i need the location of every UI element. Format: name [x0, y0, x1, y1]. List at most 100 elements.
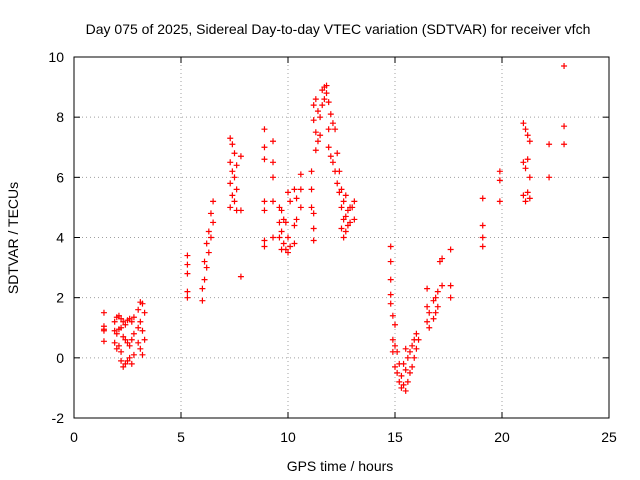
data-point: [207, 234, 214, 241]
data-point: [128, 360, 135, 367]
data-point: [479, 195, 486, 202]
data-point: [424, 318, 431, 325]
data-point: [120, 363, 127, 370]
data-point: [389, 312, 396, 319]
data-point: [237, 273, 244, 280]
data-point: [338, 225, 345, 232]
data-point: [280, 240, 287, 247]
data-point: [398, 384, 405, 391]
data-point: [426, 309, 433, 316]
data-point: [404, 378, 411, 385]
data-point: [227, 135, 234, 142]
data-point: [128, 336, 135, 343]
data-point: [293, 195, 300, 202]
data-point: [526, 174, 533, 181]
data-point: [297, 204, 304, 211]
data-point: [115, 312, 122, 319]
data-point: [141, 336, 148, 343]
data-point: [184, 252, 191, 259]
data-point: [424, 303, 431, 310]
data-point: [297, 186, 304, 193]
data-point: [432, 309, 439, 316]
data-point: [210, 219, 217, 226]
data-point: [520, 192, 527, 199]
data-point: [184, 270, 191, 277]
data-point: [526, 195, 533, 202]
data-point: [434, 288, 441, 295]
data-point: [351, 198, 358, 205]
data-point: [447, 246, 454, 253]
data-point: [389, 336, 396, 343]
data-point: [139, 300, 146, 307]
data-point: [237, 153, 244, 160]
data-point: [411, 354, 418, 361]
data-point: [233, 162, 240, 169]
data-point: [310, 237, 317, 244]
data-point: [310, 102, 317, 109]
data-point: [276, 204, 283, 211]
data-point: [312, 147, 319, 154]
data-point: [199, 285, 206, 292]
data-point: [387, 258, 394, 265]
data-point: [336, 168, 343, 175]
data-point: [261, 198, 268, 205]
data-point: [317, 114, 324, 121]
data-point: [479, 234, 486, 241]
data-point: [227, 180, 234, 187]
data-point: [387, 243, 394, 250]
data-point: [338, 204, 345, 211]
data-point: [285, 249, 291, 256]
data-point: [496, 198, 503, 205]
data-point: [130, 314, 137, 321]
x-tick-label: 5: [177, 429, 185, 445]
chart-title: Day 075 of 2025, Sidereal Day-to-day VTE…: [86, 21, 591, 37]
data-point: [392, 342, 398, 349]
data-point: [439, 282, 446, 289]
data-point: [415, 336, 422, 343]
data-point: [336, 189, 343, 196]
data-point: [329, 120, 336, 127]
data-point: [126, 342, 133, 349]
data-point: [184, 261, 191, 268]
data-point: [334, 180, 341, 187]
data-point: [261, 144, 268, 151]
data-point: [100, 327, 107, 334]
data-point: [270, 138, 277, 145]
data-point: [231, 150, 238, 157]
data-point: [205, 228, 212, 235]
data-point: [113, 330, 120, 337]
data-point: [130, 351, 137, 358]
data-point: [561, 141, 568, 148]
data-point: [118, 315, 125, 322]
data-point: [323, 90, 330, 97]
data-point: [137, 318, 144, 325]
data-point: [387, 276, 394, 283]
grid-lines: [74, 57, 609, 418]
data-point: [317, 132, 324, 139]
data-point: [261, 156, 268, 163]
data-point: [432, 294, 439, 301]
x-tick-label: 10: [280, 429, 296, 445]
data-point: [118, 357, 125, 364]
data-point: [184, 288, 191, 295]
data-point: [118, 348, 125, 355]
data-point: [199, 297, 206, 304]
data-points: [100, 63, 568, 394]
data-point: [400, 381, 407, 388]
data-point: [291, 240, 298, 247]
data-point: [314, 138, 321, 145]
data-point: [323, 82, 330, 89]
data-point: [139, 351, 146, 358]
data-point: [325, 144, 332, 151]
data-point: [479, 222, 486, 229]
data-point: [351, 216, 358, 223]
x-axis-label: GPS time / hours: [287, 458, 394, 474]
y-tick-label: 2: [56, 290, 64, 306]
data-point: [291, 222, 298, 229]
data-point: [287, 198, 294, 205]
x-tick-label: 15: [387, 429, 403, 445]
data-point: [310, 117, 317, 124]
data-point: [400, 360, 407, 367]
data-point: [270, 198, 277, 205]
